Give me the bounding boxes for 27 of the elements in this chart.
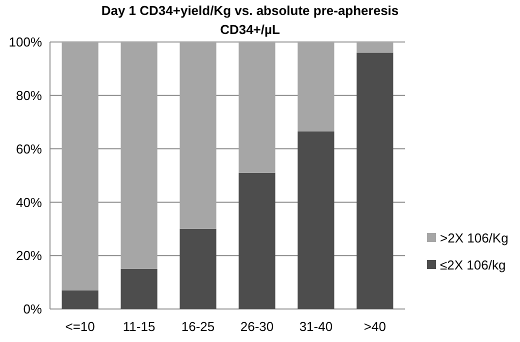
x-tick-label: 11-15 (122, 319, 156, 334)
x-tick-label: 26-30 (240, 319, 274, 334)
x-tick-label: <=10 (65, 319, 95, 334)
bar (356, 52, 394, 309)
bar (298, 42, 334, 132)
bar (62, 42, 98, 290)
legend-label: ≤2X 106/kg (440, 258, 506, 273)
legend-label: >2X 106/Kg (440, 230, 508, 246)
y-tick-label: 80% (16, 88, 42, 103)
chart-title: Day 1 CD34+yield/Kg vs. absolute pre-apheresis CD34+/µL (101, 3, 399, 37)
y-tick-label: 20% (16, 248, 42, 264)
x-tick-label: 16-25 (181, 319, 215, 334)
bar (238, 42, 276, 173)
bar (180, 42, 216, 229)
bar (356, 42, 394, 53)
bar (62, 290, 98, 309)
bar (120, 42, 158, 269)
y-tick-label: 100% (8, 34, 42, 50)
y-tick-label: 60% (16, 141, 42, 156)
bar (180, 228, 216, 309)
y-tick-label: 0% (23, 302, 42, 317)
y-tick-label: 40% (16, 194, 42, 210)
bar (298, 131, 334, 309)
bar (120, 268, 158, 309)
x-tick-label: >40 (364, 319, 386, 334)
bar (238, 172, 276, 309)
x-tick-label: 31-40 (299, 319, 333, 334)
